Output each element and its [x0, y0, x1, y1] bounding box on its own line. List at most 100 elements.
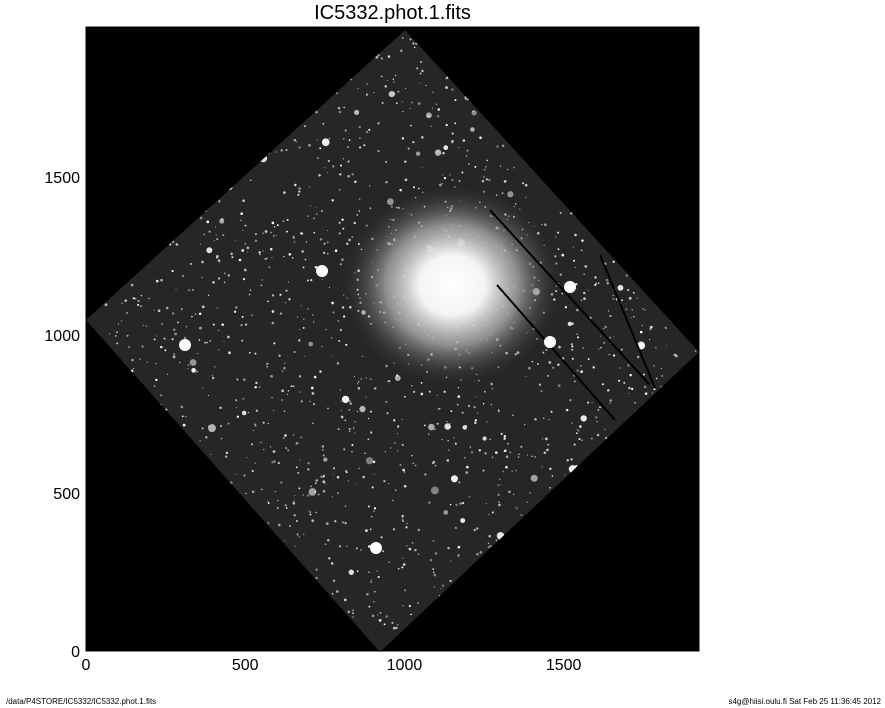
star: [482, 469, 485, 472]
star: [401, 101, 403, 103]
star: [227, 422, 230, 425]
star: [298, 487, 301, 490]
star: [310, 279, 313, 282]
star: [358, 125, 361, 129]
star: [327, 539, 330, 542]
star: [166, 373, 168, 375]
star: [607, 389, 610, 392]
star: [377, 575, 380, 579]
star: [524, 423, 526, 426]
star: [541, 438, 543, 440]
star: [325, 522, 329, 525]
star: [182, 274, 184, 277]
star: [131, 358, 134, 362]
star: [280, 149, 283, 152]
star: [254, 462, 256, 464]
star: [207, 394, 210, 397]
star: [597, 409, 600, 411]
star: [694, 350, 697, 352]
star: [336, 475, 340, 479]
star: [327, 252, 329, 255]
star: [504, 449, 507, 452]
star: [187, 367, 189, 370]
star: [236, 378, 239, 381]
star: [509, 451, 512, 454]
star: [571, 422, 574, 424]
star: [169, 243, 172, 246]
star: [441, 182, 443, 185]
star: [261, 279, 263, 281]
star: [498, 503, 501, 507]
star: [206, 247, 213, 254]
star: [320, 475, 323, 478]
star: [451, 132, 454, 135]
star: [585, 265, 588, 268]
star: [351, 609, 355, 612]
star: [479, 551, 483, 554]
star: [341, 258, 344, 262]
star: [447, 449, 450, 452]
star: [254, 239, 258, 243]
star: [242, 397, 245, 400]
star: [331, 592, 334, 595]
star: [191, 315, 193, 318]
star: [292, 235, 295, 238]
star: [372, 460, 376, 464]
star: [216, 238, 219, 241]
star: [515, 469, 517, 472]
star: [565, 408, 569, 412]
star: [316, 213, 318, 215]
star: [308, 488, 317, 496]
star: [327, 159, 331, 163]
star: [401, 514, 404, 518]
star: [583, 273, 586, 276]
star: [590, 437, 593, 440]
star: [271, 310, 275, 313]
star: [156, 335, 158, 337]
star: [219, 218, 225, 224]
star: [445, 86, 448, 89]
star: [199, 439, 201, 442]
star: [421, 69, 424, 73]
bright-star: [316, 265, 328, 277]
star: [331, 301, 334, 305]
star: [436, 422, 439, 425]
star: [434, 491, 436, 493]
star: [384, 450, 387, 453]
star: [561, 253, 565, 257]
star: [409, 38, 412, 41]
star: [163, 337, 166, 340]
star: [311, 519, 315, 522]
star: [545, 349, 548, 351]
star: [370, 431, 373, 434]
star: [171, 338, 174, 341]
star: [383, 623, 386, 626]
star: [230, 252, 233, 256]
star: [604, 436, 608, 440]
star: [583, 297, 586, 300]
star: [171, 269, 174, 273]
star: [534, 418, 537, 421]
star: [276, 224, 279, 227]
star: [653, 364, 655, 367]
star: [427, 433, 430, 436]
star: [330, 562, 334, 565]
star: [157, 309, 161, 313]
star: [497, 493, 500, 497]
star: [343, 315, 346, 318]
star: [387, 55, 391, 58]
star: [315, 207, 317, 209]
star: [377, 149, 380, 153]
star: [165, 306, 169, 310]
star: [491, 511, 494, 514]
star: [281, 399, 283, 401]
y-tick-label: 500: [53, 486, 80, 503]
star: [198, 339, 201, 341]
star: [178, 361, 181, 364]
star: [388, 561, 390, 563]
star: [576, 369, 579, 372]
star: [460, 518, 466, 523]
star: [497, 409, 500, 411]
star: [267, 521, 270, 524]
star: [394, 442, 396, 444]
